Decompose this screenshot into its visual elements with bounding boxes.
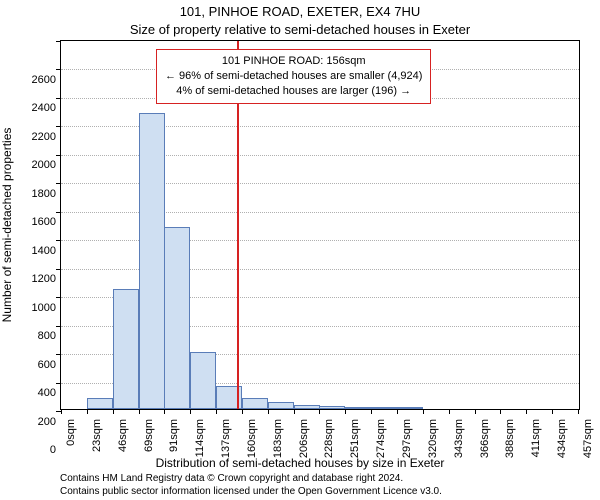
y-tick-mark xyxy=(56,155,61,156)
y-tick-label: 600 xyxy=(16,359,56,371)
y-tick-mark xyxy=(56,212,61,213)
x-tick-label: 46sqm xyxy=(117,419,129,452)
y-tick-mark xyxy=(56,383,61,384)
x-tick-mark xyxy=(113,409,114,414)
x-tick-label: 251sqm xyxy=(349,419,361,458)
footer-text: Contains HM Land Registry data © Crown c… xyxy=(60,473,442,498)
x-tick-label: 320sqm xyxy=(427,419,439,458)
annotation-line: 4% of semi-detached houses are larger (1… xyxy=(165,84,422,99)
y-tick-label: 1800 xyxy=(16,188,56,200)
x-tick-label: 0sqm xyxy=(65,419,77,446)
x-tick-mark xyxy=(242,409,243,414)
y-tick-mark xyxy=(56,297,61,298)
histogram-bar xyxy=(345,407,371,409)
chart-title-subtitle: Size of property relative to semi-detach… xyxy=(0,22,600,37)
x-tick-label: 228sqm xyxy=(323,419,335,458)
y-tick-label: 400 xyxy=(16,387,56,399)
y-tick-label: 2200 xyxy=(16,131,56,143)
x-tick-label: 206sqm xyxy=(298,419,310,458)
x-tick-label: 183sqm xyxy=(272,419,284,458)
x-tick-label: 114sqm xyxy=(194,419,206,457)
footer-line-2: Contains public sector information licen… xyxy=(60,486,442,499)
annotation-line: 101 PINHOE ROAD: 156sqm xyxy=(165,54,422,69)
x-tick-mark xyxy=(552,409,553,414)
chart-title-address: 101, PINHOE ROAD, EXETER, EX4 7HU xyxy=(0,4,600,19)
histogram-bar xyxy=(139,113,165,409)
x-tick-label: 366sqm xyxy=(479,419,491,458)
y-tick-label: 200 xyxy=(16,416,56,428)
y-tick-label: 1400 xyxy=(16,245,56,257)
y-tick-label: 2600 xyxy=(16,74,56,86)
y-tick-mark xyxy=(56,240,61,241)
x-tick-mark xyxy=(345,409,346,414)
y-tick-label: 2400 xyxy=(16,102,56,114)
x-tick-label: 160sqm xyxy=(246,419,258,458)
histogram-bar xyxy=(397,407,423,409)
y-tick-label: 1600 xyxy=(16,216,56,228)
histogram-bar xyxy=(164,227,190,409)
histogram-bar xyxy=(242,398,268,409)
x-tick-mark xyxy=(190,409,191,414)
y-tick-mark xyxy=(56,326,61,327)
y-tick-mark xyxy=(56,126,61,127)
x-tick-label: 343sqm xyxy=(453,419,465,458)
x-tick-mark xyxy=(216,409,217,414)
x-tick-mark xyxy=(268,409,269,414)
histogram-bar xyxy=(268,402,294,409)
x-tick-label: 23sqm xyxy=(91,419,103,452)
histogram-bar xyxy=(190,352,216,409)
x-tick-label: 137sqm xyxy=(220,419,232,458)
x-tick-label: 457sqm xyxy=(582,419,594,458)
y-tick-mark xyxy=(56,269,61,270)
y-tick-label: 1000 xyxy=(16,302,56,314)
x-tick-label: 297sqm xyxy=(401,419,413,458)
y-axis-label: Number of semi-detached properties xyxy=(0,128,14,323)
x-tick-label: 434sqm xyxy=(556,419,568,458)
histogram-bar xyxy=(371,407,397,409)
x-tick-label: 69sqm xyxy=(143,419,155,452)
x-tick-mark xyxy=(475,409,476,414)
x-tick-mark xyxy=(449,409,450,414)
chart-container: 101, PINHOE ROAD, EXETER, EX4 7HU Size o… xyxy=(0,0,600,500)
x-tick-mark xyxy=(423,409,424,414)
x-axis-label: Distribution of semi-detached houses by … xyxy=(0,456,600,470)
y-tick-mark xyxy=(56,354,61,355)
y-tick-label: 800 xyxy=(16,330,56,342)
annotation-box: 101 PINHOE ROAD: 156sqm← 96% of semi-det… xyxy=(156,49,431,104)
x-tick-mark xyxy=(319,409,320,414)
histogram-bar xyxy=(319,406,345,409)
x-tick-mark xyxy=(87,409,88,414)
x-tick-mark xyxy=(61,409,62,414)
plot-area: 101 PINHOE ROAD: 156sqm← 96% of semi-det… xyxy=(60,40,580,410)
x-tick-mark xyxy=(578,409,579,414)
x-tick-mark xyxy=(294,409,295,414)
x-tick-label: 91sqm xyxy=(168,419,180,452)
y-tick-label: 0 xyxy=(16,444,56,456)
y-tick-label: 2000 xyxy=(16,159,56,171)
annotation-line: ← 96% of semi-detached houses are smalle… xyxy=(165,69,422,84)
x-tick-label: 388sqm xyxy=(504,419,516,458)
y-tick-mark xyxy=(56,183,61,184)
x-tick-label: 411sqm xyxy=(530,419,542,457)
y-tick-mark xyxy=(56,98,61,99)
x-tick-mark xyxy=(139,409,140,414)
histogram-bar xyxy=(87,398,113,409)
histogram-bar xyxy=(294,405,320,409)
x-tick-mark xyxy=(164,409,165,414)
y-tick-mark xyxy=(56,41,61,42)
x-tick-mark xyxy=(500,409,501,414)
x-tick-label: 274sqm xyxy=(375,419,387,458)
y-tick-mark xyxy=(56,69,61,70)
footer-line-1: Contains HM Land Registry data © Crown c… xyxy=(60,473,442,486)
y-tick-label: 1200 xyxy=(16,273,56,285)
x-tick-mark xyxy=(397,409,398,414)
x-tick-mark xyxy=(526,409,527,414)
x-tick-mark xyxy=(371,409,372,414)
histogram-bar xyxy=(113,289,139,409)
